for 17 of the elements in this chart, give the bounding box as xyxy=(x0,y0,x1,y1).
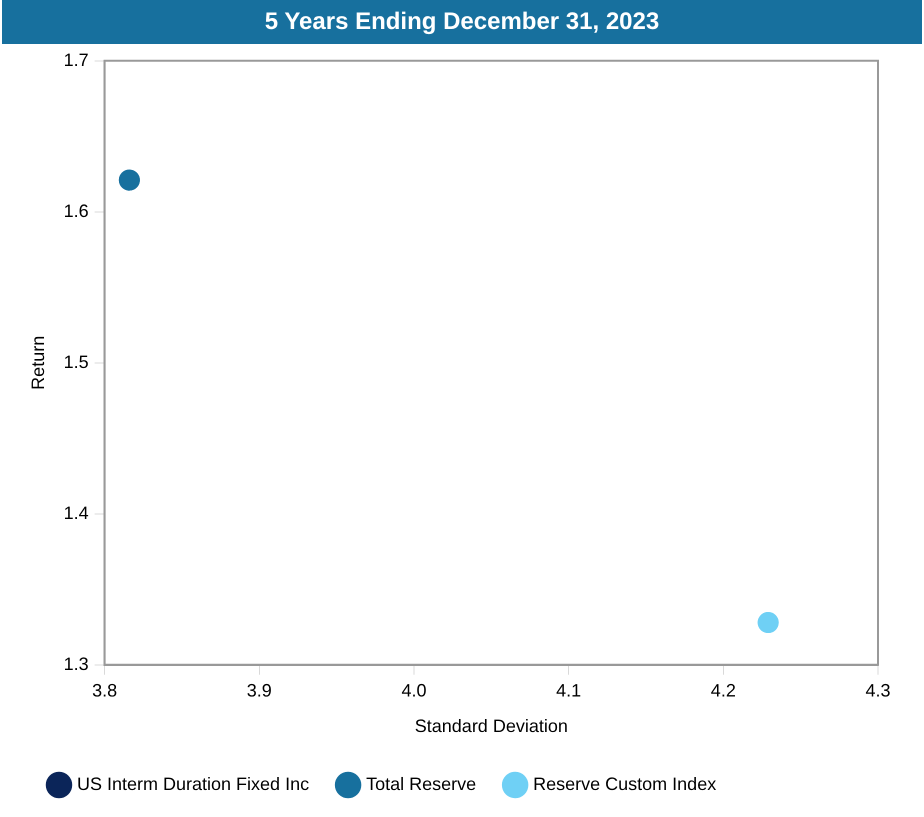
legend-label: US Interm Duration Fixed Inc xyxy=(77,774,310,794)
x-tick-label: 4.0 xyxy=(401,680,426,701)
x-tick-label: 3.9 xyxy=(246,680,272,701)
chart-title: 5 Years Ending December 31, 2023 xyxy=(2,0,922,44)
legend-label: Reserve Custom Index xyxy=(533,774,716,794)
y-axis-title: Return xyxy=(28,336,48,390)
y-tick-label: 1.7 xyxy=(64,50,89,70)
y-tick-label: 1.6 xyxy=(64,200,89,221)
y-tick-label: 1.5 xyxy=(64,352,89,372)
x-tick-label: 4.3 xyxy=(865,680,891,701)
x-tick-label: 3.8 xyxy=(92,680,118,701)
x-tick-label: 4.1 xyxy=(556,680,582,701)
y-tick-label: 1.4 xyxy=(64,502,89,523)
legend-label: Total Reserve xyxy=(366,774,476,794)
x-axis-title: Standard Deviation xyxy=(414,716,568,736)
x-tick-label: 4.2 xyxy=(710,680,736,701)
y-tick-label: 1.3 xyxy=(64,654,89,674)
